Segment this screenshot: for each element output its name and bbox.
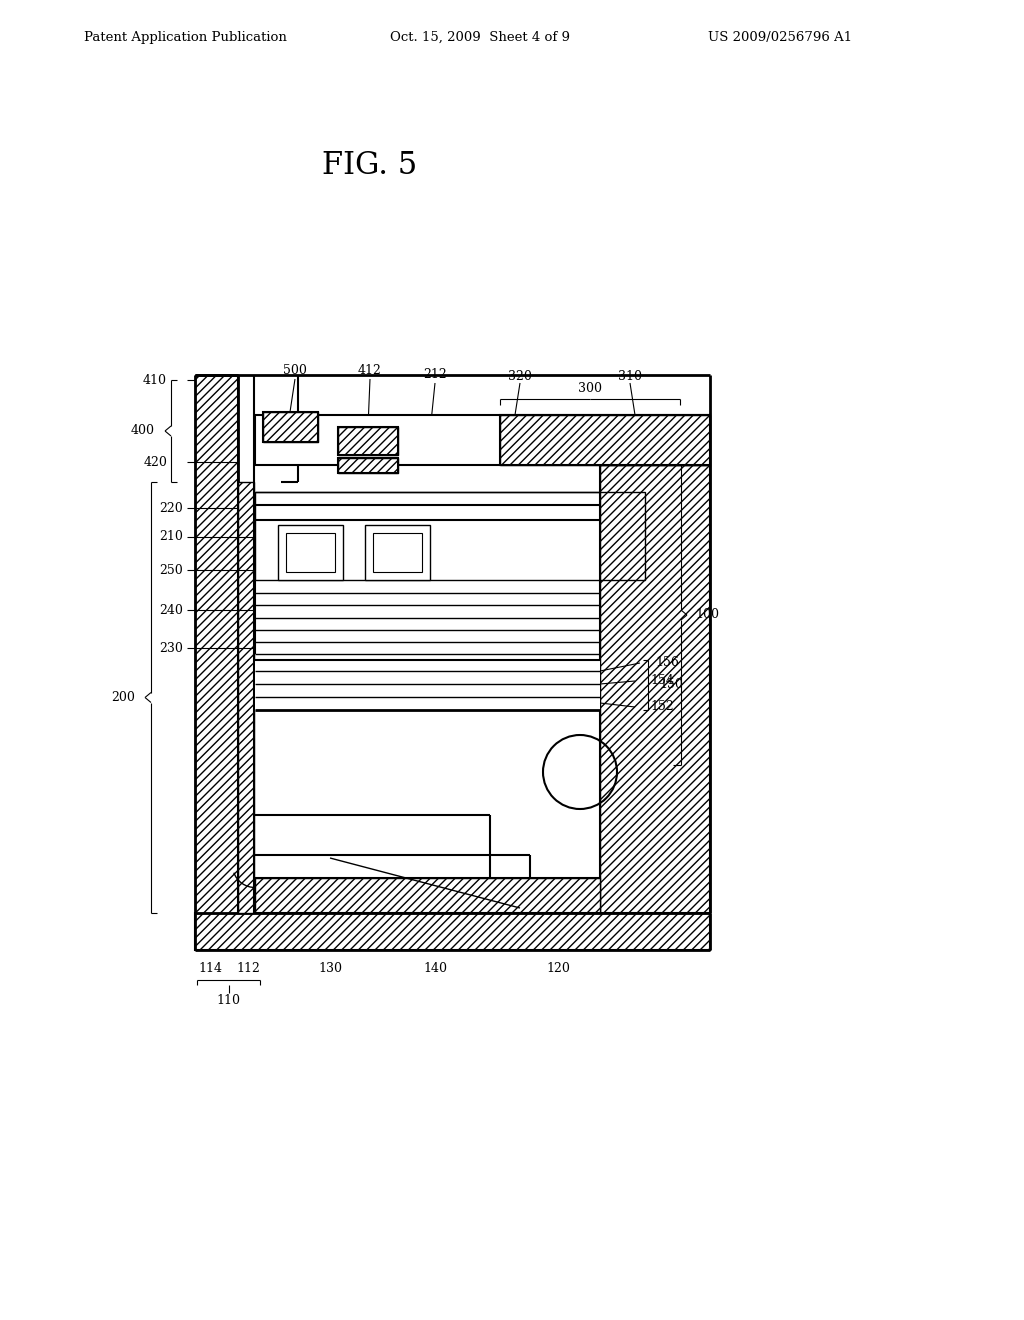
Bar	[263, 412, 318, 442]
Text: 154: 154	[650, 675, 674, 688]
Text: 114: 114	[198, 961, 222, 974]
Text: 420: 420	[143, 455, 167, 469]
Text: FIG. 5: FIG. 5	[323, 149, 418, 181]
Bar	[338, 426, 398, 455]
Text: 230: 230	[159, 642, 183, 655]
Text: 412: 412	[358, 363, 382, 376]
Bar	[255, 414, 710, 465]
Text: 130: 130	[318, 961, 342, 974]
Bar	[500, 414, 710, 465]
Bar	[263, 412, 318, 442]
Text: 100: 100	[695, 609, 719, 622]
Text: 210: 210	[159, 531, 183, 544]
Text: 150: 150	[659, 678, 683, 692]
Text: 300: 300	[578, 383, 602, 396]
Bar	[600, 465, 710, 913]
Bar	[286, 533, 335, 572]
Bar	[195, 375, 238, 913]
Bar	[255, 878, 600, 913]
Bar	[600, 465, 710, 913]
Bar	[195, 913, 710, 950]
Bar	[338, 458, 398, 473]
Text: 156: 156	[655, 656, 679, 669]
Text: 240: 240	[159, 603, 183, 616]
Text: US 2009/0256796 A1: US 2009/0256796 A1	[708, 30, 852, 44]
Bar	[278, 525, 343, 579]
Text: 112: 112	[237, 961, 260, 974]
Text: 410: 410	[143, 374, 167, 387]
Text: 500: 500	[283, 363, 307, 376]
Text: Oct. 15, 2009  Sheet 4 of 9: Oct. 15, 2009 Sheet 4 of 9	[390, 30, 570, 44]
Text: 310: 310	[618, 371, 642, 384]
Bar	[238, 482, 254, 913]
Text: Patent Application Publication: Patent Application Publication	[84, 30, 287, 44]
Bar	[338, 458, 398, 473]
Text: 152: 152	[650, 701, 674, 714]
Text: 400: 400	[131, 425, 155, 437]
Text: 110: 110	[216, 994, 241, 1007]
Bar	[373, 533, 422, 572]
Text: 220: 220	[160, 502, 183, 515]
Text: 200: 200	[112, 690, 135, 704]
Text: 120: 120	[546, 961, 570, 974]
Bar	[255, 492, 645, 579]
Text: 250: 250	[160, 564, 183, 577]
Bar	[365, 525, 430, 579]
Bar	[338, 426, 398, 455]
Text: 140: 140	[423, 961, 447, 974]
Text: 212: 212	[423, 368, 446, 381]
Text: 320: 320	[508, 371, 531, 384]
Bar	[500, 414, 710, 465]
Bar	[255, 660, 600, 710]
Bar	[255, 500, 600, 878]
